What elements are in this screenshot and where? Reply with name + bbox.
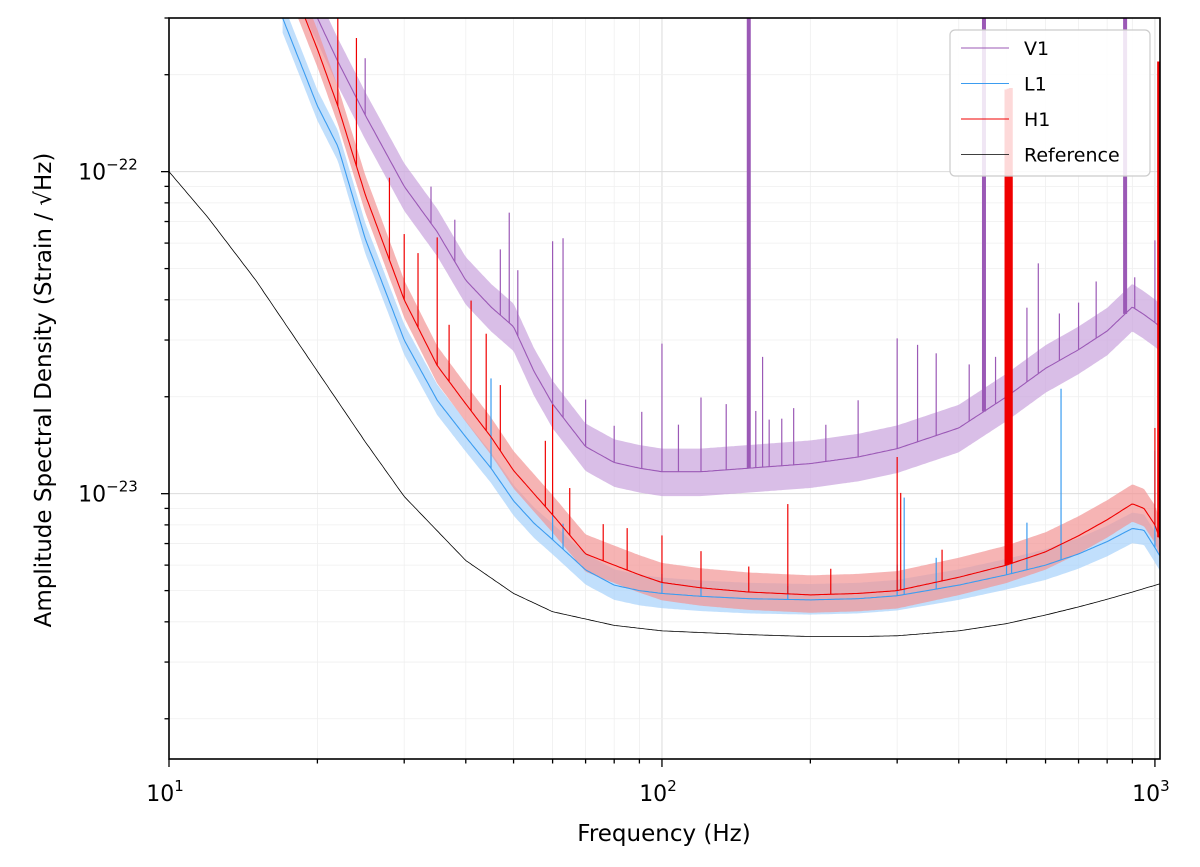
y-axis-label: Amplitude Spectral Density (Strain / √Hz… xyxy=(31,153,57,628)
series-line-l1 xyxy=(282,18,1160,601)
legend-label-h1: H1 xyxy=(1024,109,1050,131)
series-line-v1 xyxy=(316,18,1160,473)
y-tick-label: 10−22 xyxy=(78,156,138,186)
legend-box xyxy=(949,29,1151,177)
x-axis-ticks: 101 102 103 xyxy=(146,759,1170,807)
series-line-h1 xyxy=(304,18,1160,596)
plot-frame xyxy=(168,17,1161,760)
x-axis-label: Frequency (Hz) xyxy=(577,821,750,847)
series-line-reference xyxy=(169,171,1160,637)
legend: V1 L1 H1 Reference xyxy=(949,29,1151,177)
x-tick-label: 103 xyxy=(1132,777,1170,807)
y-axis-ticks: 10−23 10−22 xyxy=(78,17,169,720)
plot-area xyxy=(169,18,1160,637)
x-tick-label: 102 xyxy=(639,777,677,807)
legend-label-reference: Reference xyxy=(1024,145,1120,167)
legend-label-v1: V1 xyxy=(1024,38,1049,60)
y-tick-label: 10−23 xyxy=(78,478,138,508)
legend-label-l1: L1 xyxy=(1024,74,1047,96)
x-tick-label: 101 xyxy=(146,777,184,807)
band-h1 xyxy=(297,18,1160,613)
